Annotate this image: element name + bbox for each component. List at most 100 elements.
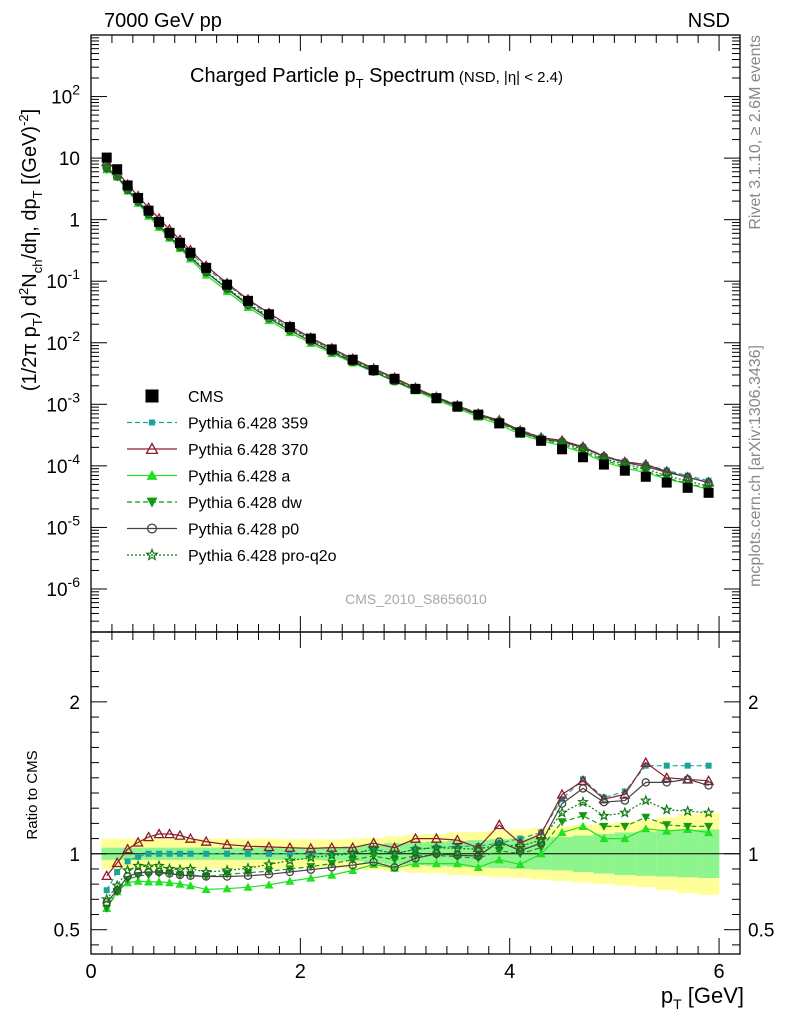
ratio-series-marker: [222, 884, 232, 893]
ratio-series-marker: [348, 865, 358, 875]
main-y-tick-label: 10-6: [46, 574, 80, 601]
main-series-marker: [639, 462, 652, 474]
ratio-series-marker: [245, 850, 252, 857]
ratio-series-marker: [133, 868, 143, 877]
ratio-series-marker: [348, 860, 357, 870]
ratio-series-marker: [114, 868, 121, 875]
main-series-line: [106, 167, 709, 484]
legend-marker: [145, 442, 159, 455]
ratio-series-marker: [662, 778, 671, 787]
cms-data-point: [640, 471, 651, 482]
analysis-label: CMS_2010_S8656010: [345, 591, 487, 607]
ratio-series-marker: [176, 850, 183, 857]
ratio-series-marker: [285, 865, 295, 874]
ratio-series-marker: [306, 873, 316, 882]
ratio-series-marker: [135, 853, 142, 860]
ratio-series-marker: [103, 887, 110, 894]
ratio-series-marker: [367, 842, 380, 855]
ratio-series-marker: [681, 804, 694, 817]
ratio-series-marker: [619, 788, 631, 799]
ratio-series-marker: [265, 850, 272, 857]
ratio-series-marker: [557, 827, 567, 837]
cms-data-point: [703, 487, 714, 498]
cms-data-point: [598, 459, 609, 470]
x-tick-label: 6: [714, 961, 725, 983]
ratio-series-marker: [165, 878, 175, 887]
header-right-label: NSD: [688, 10, 730, 32]
cms-data-point: [222, 279, 233, 290]
ratio-y-axis-title: Ratio to CMS: [24, 750, 41, 839]
ratio-series-marker: [263, 858, 275, 870]
legend-marker: [146, 470, 158, 480]
ratio-series-marker: [411, 852, 420, 861]
ratio-series-marker: [154, 877, 164, 886]
ratio-series-marker: [185, 881, 195, 890]
ratio-series-marker: [662, 826, 672, 835]
cms-data-point: [682, 482, 693, 493]
main-series-marker: [100, 161, 113, 173]
main-series-marker: [577, 443, 589, 455]
main-y-tick-label: 10-4: [46, 451, 80, 478]
ratio-series-marker: [221, 864, 234, 876]
cms-data-point: [431, 393, 442, 404]
ratio-plot-frame: [90, 631, 741, 955]
cms-data-point: [164, 227, 175, 238]
ratio-series-marker: [327, 863, 337, 872]
ratio-series-marker: [702, 806, 715, 818]
ratio-series-marker: [390, 863, 399, 872]
ratio-y-tick-label-right: 2: [748, 693, 759, 714]
ratio-series-marker: [620, 834, 630, 843]
ratio-series-marker: [599, 822, 609, 831]
ratio-series-marker: [391, 850, 398, 857]
legend-marker: [146, 497, 158, 508]
ratio-series-marker: [577, 795, 589, 808]
ratio-series-marker: [578, 812, 588, 821]
ratio-series-marker: [599, 834, 609, 843]
ratio-series-marker: [284, 841, 296, 852]
ratio-y-tick-label: 0.5: [54, 921, 80, 942]
legend-label: Pythia 6.428 359: [188, 416, 308, 433]
cms-data-point: [326, 344, 337, 355]
ratio-series-marker: [411, 854, 420, 863]
legend-label: Pythia 6.428 dw: [188, 495, 302, 512]
ratio-series-marker: [618, 806, 631, 818]
ratio-series-marker: [142, 831, 155, 842]
ratio-series-marker: [536, 849, 546, 858]
main-series-marker: [704, 478, 713, 488]
ratio-series-marker: [390, 856, 400, 865]
ratio-series-marker: [599, 797, 609, 807]
ratio-series-marker: [349, 850, 356, 857]
x-axis-title: pT [GeV]: [661, 983, 744, 1012]
ratio-series-marker: [111, 857, 123, 868]
main-series-line: [106, 166, 709, 487]
main-y-tick-label: 10-1: [46, 266, 80, 293]
ratio-series-marker: [704, 822, 714, 831]
ratio-series-marker: [473, 854, 483, 863]
ratio-series-marker: [556, 806, 568, 818]
legend-marker: [145, 547, 159, 561]
ratio-series-marker: [515, 859, 525, 868]
ratio-series-marker: [242, 861, 254, 874]
cms-data-point: [410, 383, 421, 394]
ratio-series-marker: [184, 832, 197, 843]
ratio-series-marker: [346, 847, 359, 859]
ratio-series-marker: [102, 904, 112, 913]
ratio-series-marker: [641, 778, 651, 787]
cms-data-point: [389, 373, 400, 384]
ratio-series-marker: [662, 821, 672, 830]
cms-data-point: [143, 205, 154, 216]
ratio-series-marker: [186, 871, 195, 881]
cms-data-point: [557, 444, 568, 455]
ratio-series-marker: [640, 756, 652, 767]
ratio-series-marker: [132, 859, 145, 871]
ratio-series-marker: [493, 838, 506, 850]
ratio-series-marker: [409, 832, 422, 843]
main-y-tick-label: 10-5: [46, 512, 80, 539]
ratio-series-marker: [641, 813, 651, 822]
ratio-series-marker: [431, 859, 441, 868]
ratio-series-marker: [174, 863, 186, 875]
ratio-series-marker: [174, 829, 186, 840]
ratio-series-marker: [388, 841, 401, 852]
legend-label: Pythia 6.428 a: [188, 469, 290, 486]
